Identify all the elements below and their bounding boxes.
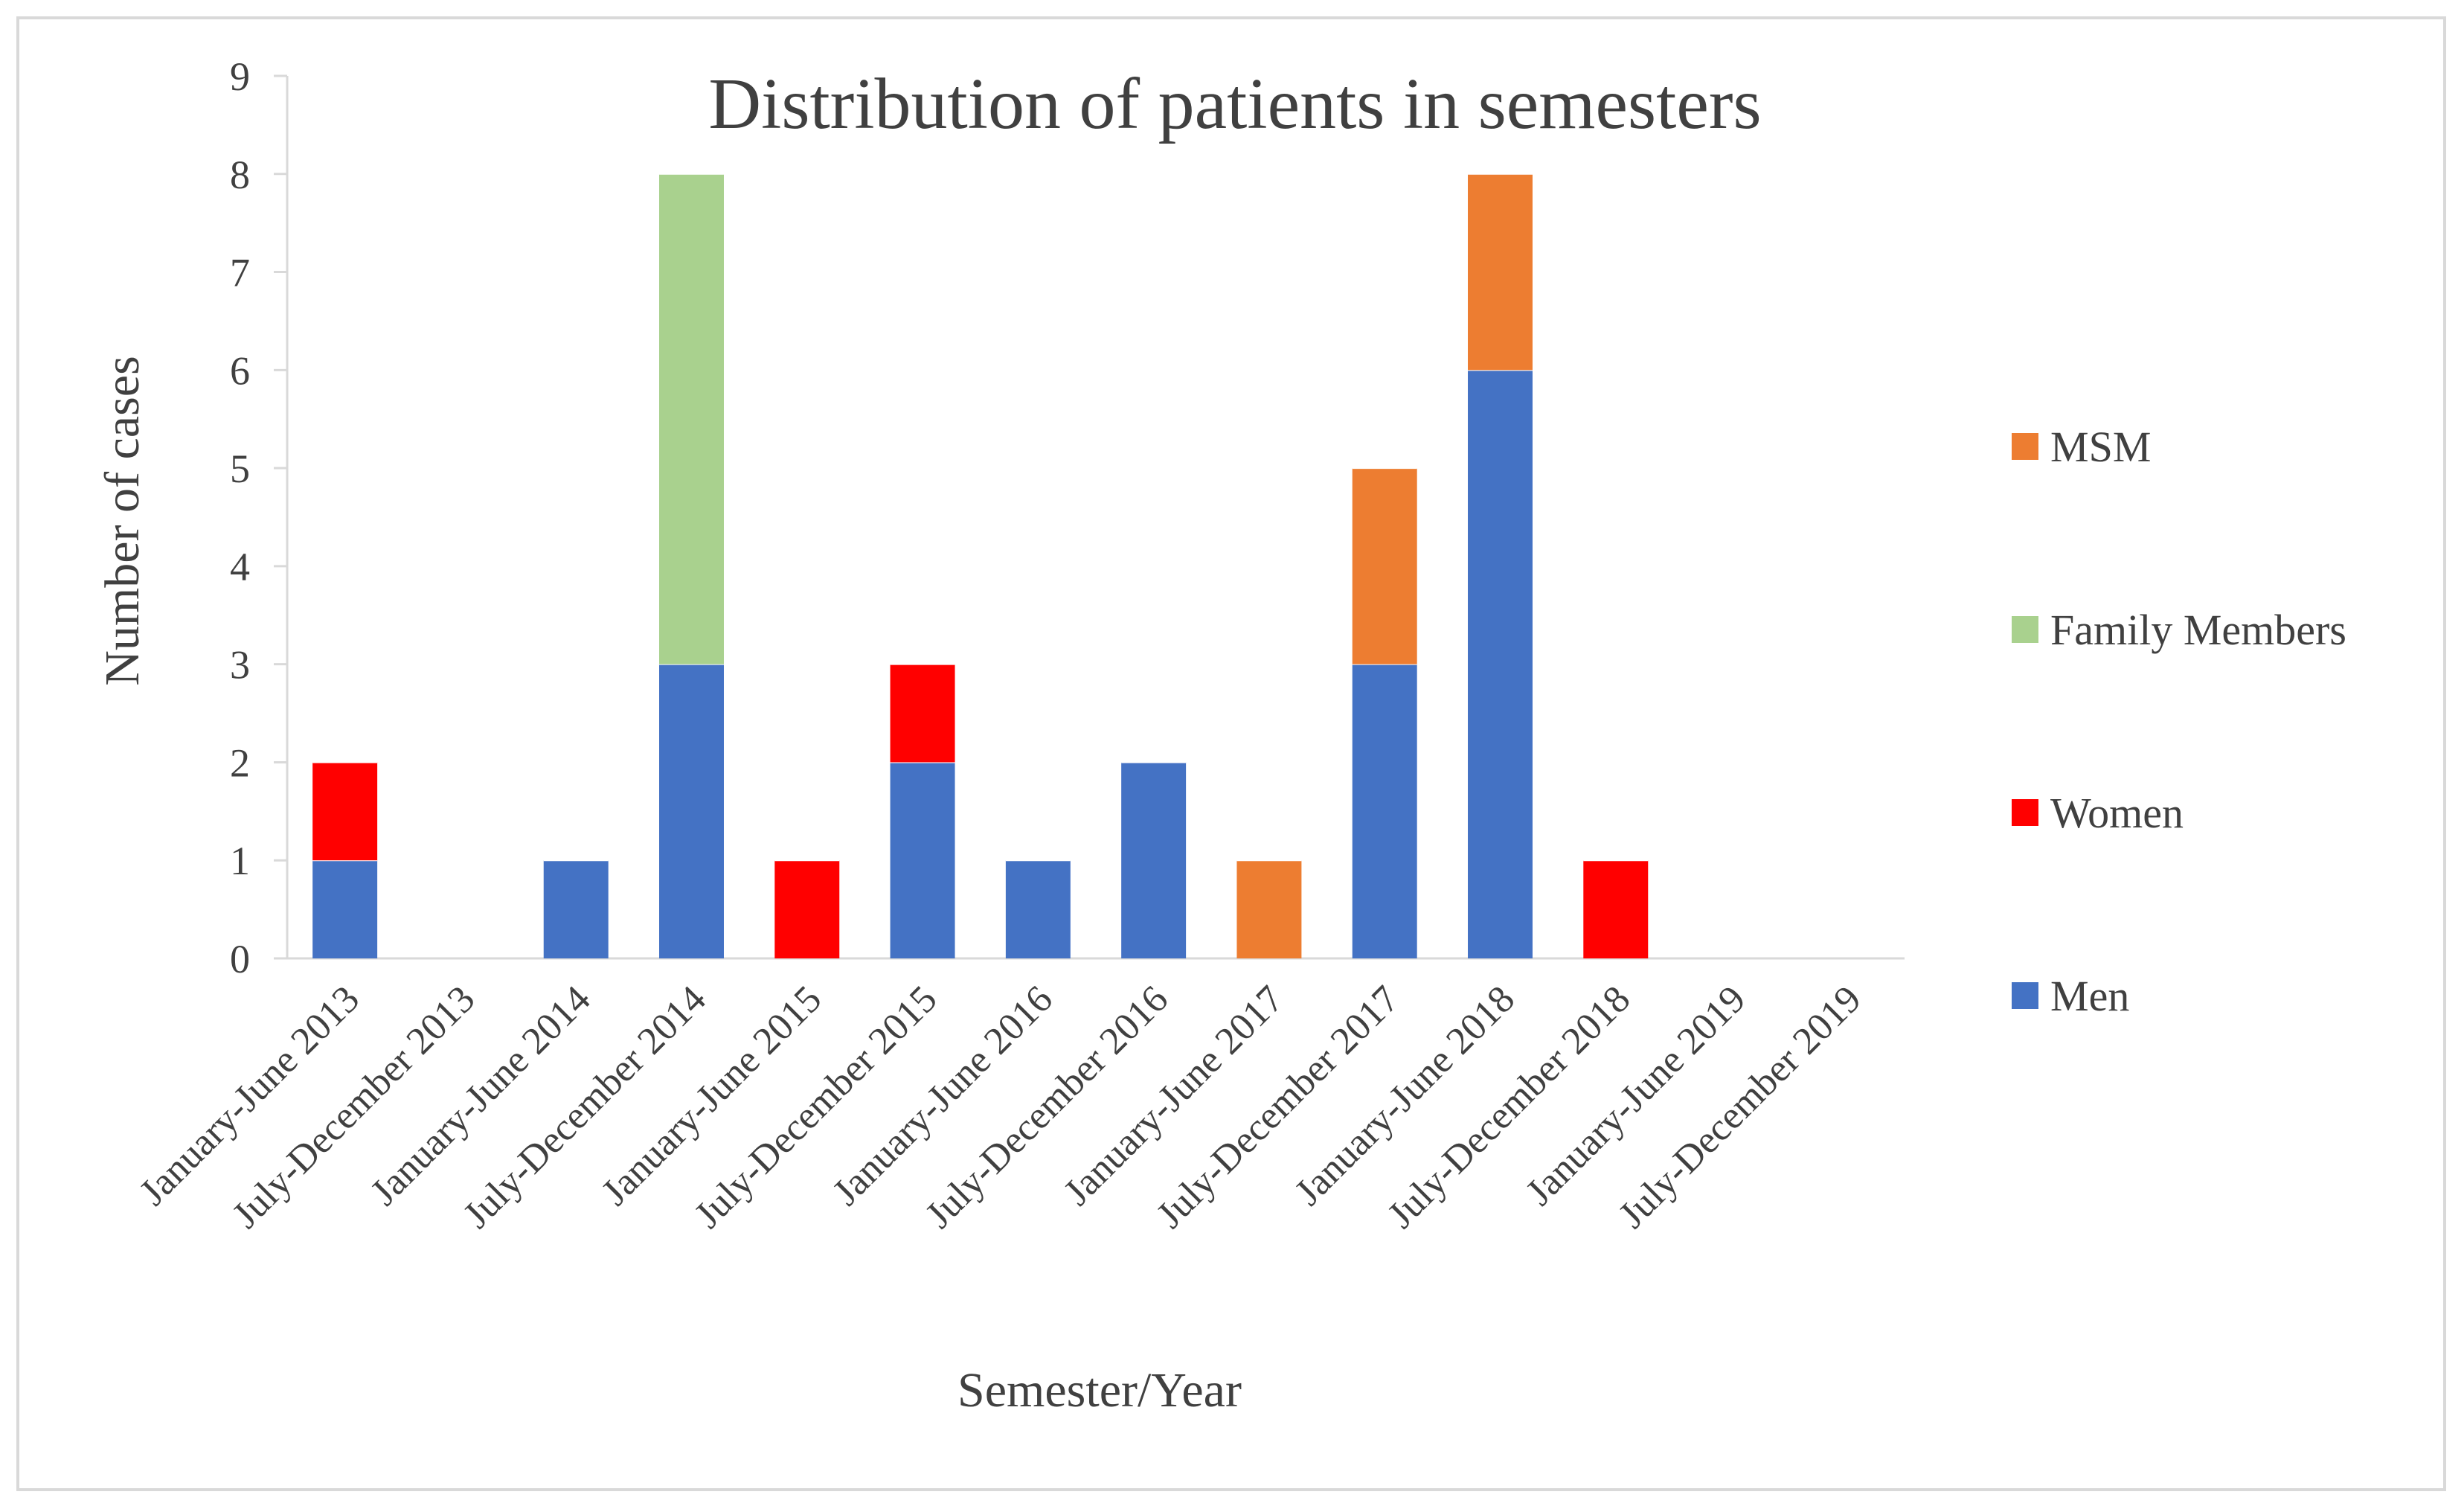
- y-tick-label: 2: [230, 740, 250, 785]
- y-tick-label: 3: [230, 643, 250, 688]
- y-tick-label: 6: [230, 348, 250, 393]
- bar-women-july-december-2015: [890, 664, 955, 763]
- bar-men-january-june-2016: [1005, 860, 1071, 958]
- bar-msm-january-june-2017: [1236, 860, 1302, 958]
- bar-men-july-december-2015: [890, 762, 955, 958]
- bar-men-july-december-2016: [1121, 762, 1187, 958]
- bar-men-january-june-2018: [1468, 370, 1533, 958]
- x-tick-label: January-June 2019: [1518, 978, 1754, 1214]
- legend-swatch-women: [2012, 799, 2038, 826]
- bar-women-january-june-2013: [312, 762, 378, 861]
- bar-men-july-december-2017: [1352, 664, 1417, 958]
- x-tick-label: January-June 2015: [594, 978, 830, 1214]
- y-axis-label: Number of cases: [95, 356, 150, 686]
- axes: [274, 74, 1905, 960]
- y-tick-labels: 0 1 2 3 4 5 6 7 8 9: [230, 54, 250, 981]
- bars: [312, 173, 1649, 958]
- x-tick-label: January-June 2014: [363, 978, 599, 1214]
- x-tick-label: January-June 2013: [132, 978, 368, 1214]
- x-tick-label: January-June 2018: [1287, 978, 1523, 1214]
- bar-msm-january-june-2018: [1468, 173, 1533, 371]
- y-tick-label: 7: [230, 251, 250, 295]
- x-axis-label: Semester/Year: [957, 1363, 1242, 1418]
- bar-men-january-june-2013: [312, 860, 378, 958]
- legend-label-msm: MSM: [2050, 423, 2151, 471]
- y-tick-label: 0: [230, 937, 250, 981]
- legend-label-women: Women: [2050, 789, 2184, 837]
- legend-label-family-members: Family Members: [2050, 606, 2346, 654]
- legend-swatch-men: [2012, 982, 2038, 1009]
- legend-label-men: Men: [2050, 972, 2129, 1020]
- bar-men-january-june-2014: [543, 860, 609, 958]
- legend-swatch-msm: [2012, 433, 2038, 460]
- bar-women-july-december-2018: [1583, 860, 1649, 958]
- bar-msm-july-december-2017: [1352, 468, 1417, 664]
- bar-women-january-june-2015: [774, 860, 840, 958]
- x-tick-label: January-June 2016: [825, 978, 1061, 1214]
- y-tick-label: 4: [230, 545, 250, 589]
- y-tick-label: 1: [230, 839, 250, 883]
- chart-frame: [16, 16, 2446, 1491]
- chart-title: Distribution of patients in semesters: [708, 64, 1761, 144]
- y-tick-label: 9: [230, 54, 250, 99]
- legend-swatch-family-members: [2012, 616, 2038, 643]
- y-tick-label: 8: [230, 153, 250, 197]
- legend: MSM Family Members Women Men: [2012, 423, 2346, 1020]
- x-tick-label: January-June 2017: [1056, 978, 1292, 1214]
- y-tick-label: 5: [230, 446, 250, 491]
- bar-men-july-december-2014: [659, 664, 724, 958]
- bar-family-members-july-december-2014: [659, 173, 724, 664]
